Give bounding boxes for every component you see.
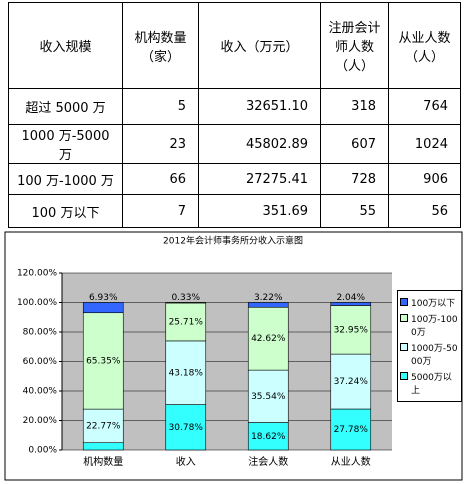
value-label: 37.24%: [334, 377, 369, 387]
y-tick-label: 60.00%: [23, 357, 58, 367]
y-tick-label: 0.00%: [28, 446, 57, 456]
value-label: 18.62%: [251, 432, 286, 442]
legend-swatch: [400, 314, 408, 322]
legend-item: 100万以下: [400, 296, 459, 309]
bar-segment: [82, 442, 124, 451]
value-label: 43.18%: [169, 368, 204, 378]
legend-item: 5000万以上: [400, 370, 459, 396]
table-cell: 351.69: [198, 194, 321, 228]
legend-label: 100万以下: [411, 299, 456, 309]
value-label: 2.04%: [336, 293, 365, 303]
bar-segment: [247, 422, 289, 451]
header-cell: 收入（万元）: [198, 2, 321, 89]
value-label: 65.35%: [86, 356, 121, 366]
table-cell: 23: [122, 124, 199, 164]
value-label: 32.95%: [334, 325, 369, 335]
bar-segment: [330, 302, 372, 306]
bar-segment: [247, 369, 289, 423]
value-label: 22.77%: [86, 421, 121, 431]
value-label: 25.71%: [169, 317, 204, 327]
x-tick-label: 从业人数: [331, 455, 371, 468]
x-tick-label: 收入: [176, 455, 196, 468]
y-tick-label: 100.00%: [17, 298, 57, 308]
header-cell: 机构数量（家）: [122, 2, 199, 89]
legend-label: 100万-1000万: [411, 315, 458, 338]
legend-swatch: [400, 298, 408, 306]
legend: 100万以下 100万-1000万 1000万-5000万 5000万以上: [397, 290, 462, 402]
table-cell: 56: [388, 194, 461, 228]
value-label: 27.78%: [334, 425, 369, 435]
income-table: 收入规模 机构数量（家） 收入（万元） 注册会计师人数（人） 从业人数（人） 超过 500…: [8, 2, 461, 228]
table-row: 100 万以下 7 351.69 55 56: [8, 194, 461, 228]
table-cell: 906: [388, 163, 461, 195]
table-cell: 66: [122, 163, 199, 195]
bar-segment: [82, 302, 124, 314]
bar-segment: [247, 302, 289, 308]
table-row: 1000 万-5000 万 23 45802.89 607 1024: [8, 124, 461, 164]
x-tick-label: 注会人数: [248, 455, 288, 468]
y-tick-label: 40.00%: [23, 387, 58, 397]
legend-label: 5000万以上: [411, 373, 452, 396]
value-label: 42.62%: [251, 334, 286, 344]
table-cell: 5: [122, 88, 199, 125]
legend-label: 1000万-5000万: [411, 344, 458, 367]
header-row: 收入规模 机构数量（家） 收入（万元） 注册会计师人数（人） 从业人数（人）: [8, 2, 461, 89]
chart-title: 2012年会计师事务所分收入示意图: [163, 235, 303, 247]
bar-segment: [330, 408, 372, 451]
table-cell: 55: [320, 194, 389, 228]
value-label: 6.93%: [89, 293, 118, 303]
table-cell: 100 万以下: [8, 194, 123, 228]
y-tick-label: 20.00%: [23, 416, 58, 426]
table-cell: 45802.89: [198, 124, 321, 164]
x-tick-label: 机构数量: [83, 455, 123, 468]
value-label: 30.78%: [169, 423, 204, 433]
header-cell: 从业人数（人）: [388, 2, 461, 89]
table-cell: 7: [122, 194, 199, 228]
header-cell: 收入规模: [8, 2, 123, 89]
table-row: 100 万-1000 万 66 27275.41 728 906: [8, 163, 461, 195]
header-cell: 注册会计师人数（人）: [320, 2, 389, 89]
value-label: 35.54%: [251, 392, 286, 402]
table-cell: 1000 万-5000 万: [8, 124, 123, 164]
value-label: 3.22%: [254, 293, 283, 303]
y-tick-label: 120.00%: [17, 269, 57, 279]
table-cell: 607: [320, 124, 389, 164]
legend-item: 100万-1000万: [400, 312, 459, 338]
legend-swatch: [400, 372, 408, 380]
value-label: 0.33%: [171, 293, 200, 303]
legend-swatch: [400, 343, 408, 351]
table-cell: 318: [320, 88, 389, 125]
table-cell: 32651.10: [198, 88, 321, 125]
y-tick-label: 80.00%: [23, 328, 58, 338]
bar-segment: [330, 353, 372, 410]
legend-item: 1000万-5000万: [400, 341, 459, 367]
table-cell: 超过 5000 万: [8, 88, 123, 125]
